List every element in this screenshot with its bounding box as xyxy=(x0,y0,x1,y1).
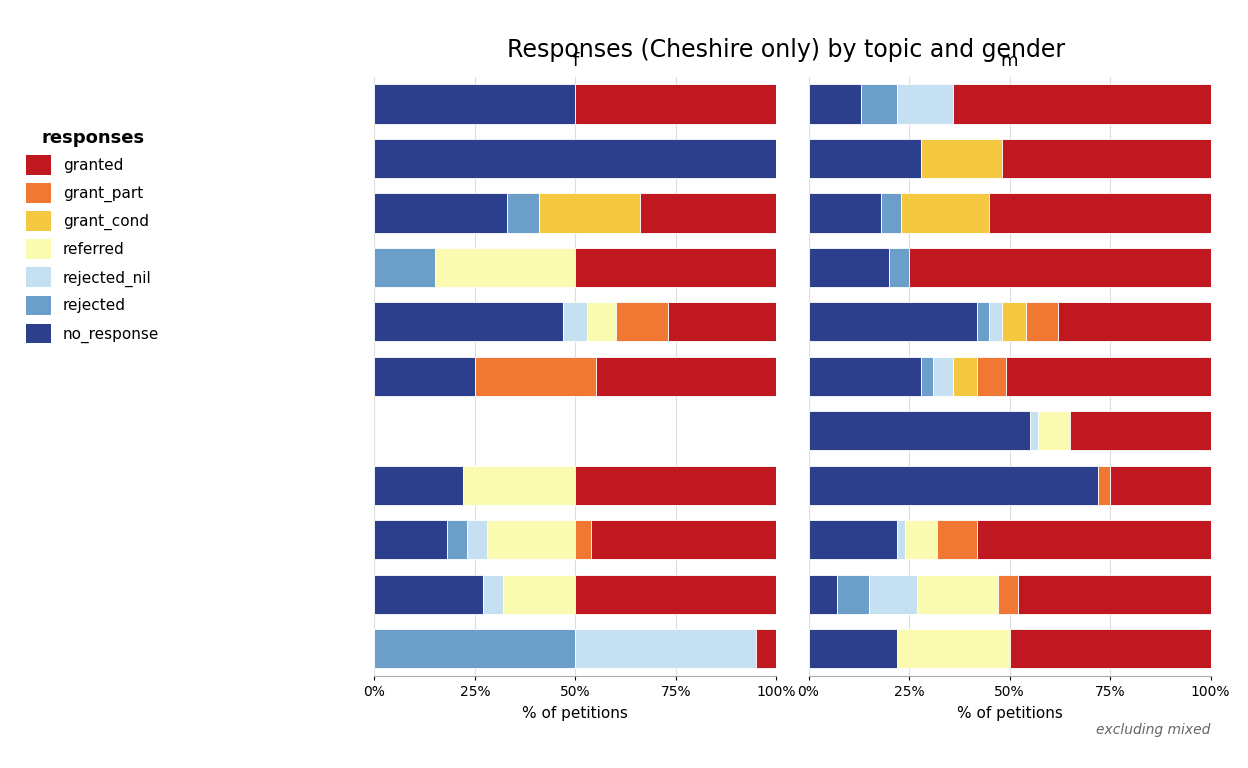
Bar xyxy=(897,520,905,559)
Bar xyxy=(1006,356,1211,396)
Bar xyxy=(595,356,776,396)
Bar xyxy=(374,465,463,505)
Bar xyxy=(953,356,977,396)
Bar xyxy=(990,303,1002,342)
Bar xyxy=(1001,303,1026,342)
Title: m: m xyxy=(1001,51,1018,70)
Bar xyxy=(1010,629,1211,668)
Bar xyxy=(434,248,575,287)
Bar xyxy=(467,520,487,559)
Bar xyxy=(447,520,467,559)
Bar xyxy=(1017,574,1211,614)
X-axis label: % of petitions: % of petitions xyxy=(957,706,1062,721)
Bar xyxy=(977,303,990,342)
Bar xyxy=(1109,465,1211,505)
Bar xyxy=(869,574,917,614)
Bar xyxy=(1026,303,1058,342)
Bar xyxy=(668,303,776,342)
Bar xyxy=(1070,411,1211,450)
Bar xyxy=(1030,411,1037,450)
Bar xyxy=(809,465,1098,505)
Bar xyxy=(909,248,1211,287)
Bar xyxy=(374,139,776,178)
Bar xyxy=(809,356,921,396)
Bar xyxy=(809,194,881,233)
Bar xyxy=(463,465,575,505)
Bar xyxy=(921,139,1001,178)
Bar xyxy=(921,356,934,396)
Bar xyxy=(889,248,909,287)
Bar xyxy=(588,303,615,342)
Bar xyxy=(905,520,937,559)
Bar xyxy=(809,574,836,614)
Bar xyxy=(937,520,977,559)
Bar xyxy=(374,248,434,287)
Bar xyxy=(897,629,1010,668)
Bar xyxy=(809,248,889,287)
Bar xyxy=(374,303,563,342)
Legend: granted, grant_part, grant_cond, referred, rejected_nil, rejected, no_response: granted, grant_part, grant_cond, referre… xyxy=(20,123,166,349)
Bar xyxy=(575,248,776,287)
Bar xyxy=(897,84,953,124)
Bar xyxy=(836,574,869,614)
Bar xyxy=(374,84,575,124)
Bar xyxy=(809,411,1030,450)
Text: Responses (Cheshire only) by topic and gender: Responses (Cheshire only) by topic and g… xyxy=(507,38,1066,62)
Title: f: f xyxy=(573,51,579,70)
X-axis label: % of petitions: % of petitions xyxy=(523,706,628,721)
Bar xyxy=(990,194,1211,233)
Bar xyxy=(374,356,475,396)
Bar xyxy=(756,629,776,668)
Bar xyxy=(861,84,897,124)
Bar xyxy=(575,520,592,559)
Bar xyxy=(575,465,776,505)
Bar xyxy=(809,139,921,178)
Bar xyxy=(977,520,1211,559)
Bar xyxy=(615,303,668,342)
Bar xyxy=(1098,465,1109,505)
Bar xyxy=(483,574,503,614)
Bar xyxy=(475,356,595,396)
Bar xyxy=(934,356,953,396)
Bar xyxy=(901,194,990,233)
Bar xyxy=(809,303,977,342)
Bar xyxy=(503,574,575,614)
Bar xyxy=(1037,411,1070,450)
Bar xyxy=(640,194,776,233)
Bar xyxy=(592,520,776,559)
Bar xyxy=(977,356,1006,396)
Bar xyxy=(809,629,897,668)
Bar xyxy=(487,520,575,559)
Bar xyxy=(1058,303,1211,342)
Bar xyxy=(575,84,776,124)
Bar xyxy=(507,194,539,233)
Bar xyxy=(374,574,483,614)
Bar xyxy=(997,574,1017,614)
Bar xyxy=(539,194,640,233)
Bar xyxy=(575,629,756,668)
Bar xyxy=(575,574,776,614)
Bar xyxy=(809,520,897,559)
Bar xyxy=(374,194,507,233)
Bar xyxy=(881,194,901,233)
Bar xyxy=(374,520,447,559)
Bar xyxy=(917,574,997,614)
Bar xyxy=(1001,139,1211,178)
Bar xyxy=(374,629,575,668)
Bar xyxy=(809,84,861,124)
Bar xyxy=(563,303,588,342)
Bar xyxy=(953,84,1211,124)
Text: excluding mixed: excluding mixed xyxy=(1096,723,1211,737)
